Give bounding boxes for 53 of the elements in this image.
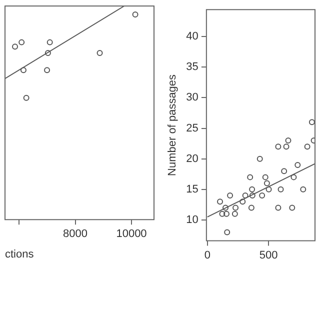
- point: [283, 144, 290, 150]
- point: [290, 174, 297, 180]
- y-tick-label: 40: [186, 30, 198, 43]
- point: [44, 67, 50, 74]
- x-axis-title: ctions: [5, 248, 34, 260]
- y-tick-label: 25: [186, 122, 198, 134]
- point: [281, 168, 288, 174]
- point: [217, 198, 224, 205]
- point: [259, 192, 266, 199]
- point: [264, 180, 270, 186]
- point: [132, 12, 138, 18]
- point: [249, 192, 256, 199]
- point: [304, 144, 310, 150]
- point: [248, 204, 254, 211]
- y-tick-label: 30: [186, 92, 198, 104]
- point: [256, 156, 263, 162]
- point: [300, 186, 306, 192]
- point: [278, 186, 284, 192]
- point: [249, 186, 256, 192]
- y-tick-label: 10: [186, 214, 198, 226]
- point: [224, 229, 230, 236]
- point: [23, 94, 30, 101]
- point: [240, 198, 246, 205]
- point: [227, 192, 234, 199]
- point: [275, 204, 282, 211]
- y-axis-title: Number of passages: [166, 74, 179, 176]
- point: [285, 137, 292, 144]
- point: [12, 44, 18, 50]
- point: [247, 174, 254, 180]
- y-tick-label: 35: [186, 61, 198, 74]
- point: [242, 192, 248, 199]
- point: [20, 67, 26, 74]
- x-tick-label: 0: [204, 249, 210, 262]
- point: [222, 204, 229, 211]
- point: [44, 50, 51, 56]
- point: [262, 174, 268, 180]
- point: [223, 210, 230, 217]
- point: [219, 210, 226, 217]
- point: [46, 39, 53, 46]
- point: [266, 186, 272, 192]
- point: [275, 144, 282, 150]
- point: [232, 210, 238, 217]
- x-tick-label: 8000: [63, 228, 88, 240]
- point: [289, 204, 296, 211]
- y-tick-label: 15: [186, 183, 198, 196]
- x-tick-label: 500: [259, 249, 278, 262]
- point: [308, 119, 315, 126]
- point: [96, 50, 103, 56]
- point: [294, 162, 301, 168]
- y-tick-label: 20: [186, 152, 198, 165]
- x-tick-label: 10000: [116, 228, 147, 240]
- point: [232, 204, 239, 211]
- point: [18, 39, 25, 46]
